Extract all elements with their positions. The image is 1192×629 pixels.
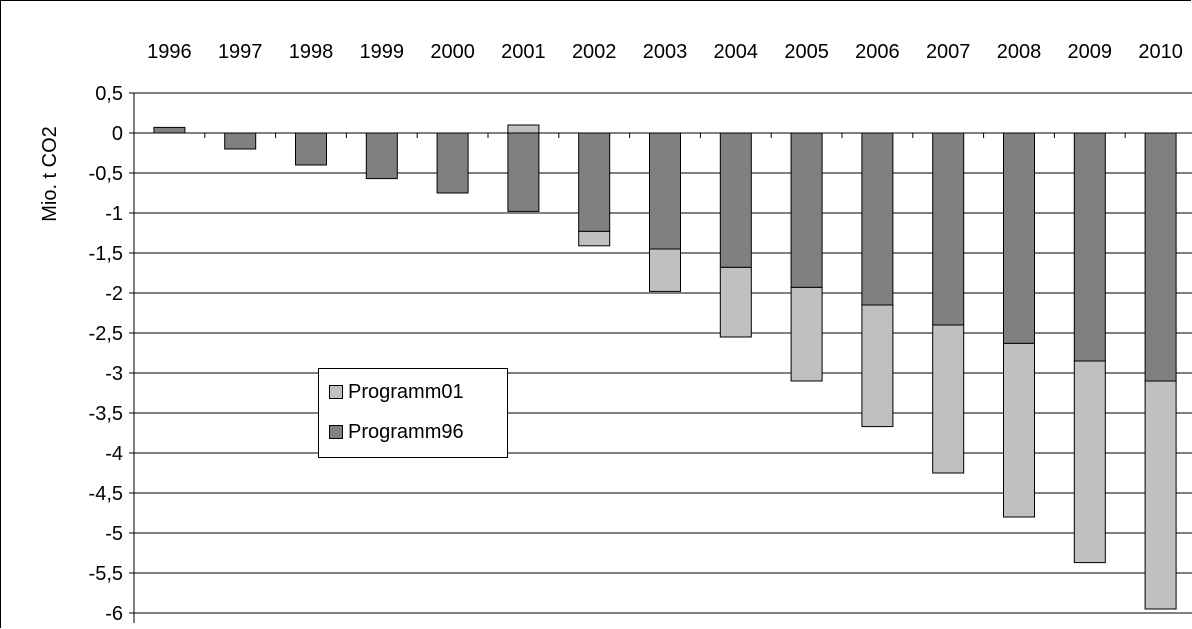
y-tick-label: -0,5	[89, 163, 123, 185]
legend-swatch	[329, 385, 343, 399]
x-tick-label: 2000	[430, 41, 475, 63]
legend-swatch	[329, 425, 343, 439]
x-tick-label: 1997	[218, 41, 263, 63]
bar-programm96	[790, 132, 823, 288]
y-tick-label: 0,5	[95, 83, 123, 105]
x-tick-label: 2002	[572, 41, 617, 63]
legend-item-programm96: Programm96	[329, 419, 464, 445]
bar-programm96	[295, 132, 327, 166]
bar-programm96	[224, 132, 257, 150]
x-tick-label: 1999	[360, 41, 405, 63]
bars	[153, 124, 1177, 610]
y-tick-label: -2	[105, 283, 123, 305]
x-tick-labels: 1996 1997 1998 1999 2000 2001 2002 2003 2004 2005…	[147, 41, 1183, 63]
bar-programm01	[861, 304, 894, 428]
bar-programm96	[1073, 132, 1106, 362]
x-tick-label: 2004	[714, 41, 759, 63]
x-tick-label: 2003	[643, 41, 688, 63]
y-tick-label: -3	[105, 363, 123, 385]
bar-programm01	[1144, 380, 1177, 610]
bar-programm96	[153, 126, 186, 134]
bar-programm01	[719, 266, 752, 338]
bar-programm96	[507, 132, 540, 212]
y-tick-label: -1,5	[89, 243, 123, 265]
x-tick-label: 2001	[501, 41, 546, 63]
bar-programm96	[1144, 132, 1177, 382]
x-tick-label: 2005	[784, 41, 829, 63]
y-tick-labels: 0,5 0 -0,5 -1 -1,5 -2 -2,5 -3 -3,5 -4 -4,5 -5 -5,5 -6	[89, 83, 123, 625]
x-tick-label: 2008	[997, 41, 1042, 63]
bar-programm01	[507, 124, 540, 134]
y-axis-label: Mio. t CO2	[39, 126, 61, 222]
bar-programm96	[365, 132, 398, 180]
bar-programm01	[649, 248, 681, 292]
bar-programm01	[790, 286, 823, 382]
y-tick-label: -2,5	[89, 323, 123, 345]
x-tick-label: 1996	[147, 41, 192, 63]
bar-programm01	[932, 324, 965, 474]
bar-programm96	[861, 132, 894, 306]
bar-programm96	[436, 132, 469, 194]
y-tick-label: -4	[105, 443, 123, 465]
y-tick-label: -5,5	[89, 563, 123, 585]
bar-programm01	[1073, 360, 1106, 564]
x-tick-label: 2010	[1138, 41, 1183, 63]
y-tick-label: 0	[112, 123, 123, 145]
y-tick-label: -5	[105, 523, 123, 545]
legend-label: Programm96	[348, 420, 464, 443]
bar-programm96	[649, 132, 681, 250]
bar-programm96	[719, 132, 752, 268]
y-tick-label: -6	[105, 603, 123, 625]
x-tick-label: 2006	[855, 41, 900, 63]
y-tick-label: -4,5	[89, 483, 123, 505]
x-tick-label: 2009	[1068, 41, 1113, 63]
bar-programm01	[1003, 342, 1035, 518]
bar-programm01	[578, 230, 611, 247]
bar-programm96	[1003, 132, 1035, 344]
bar-programm96	[932, 132, 965, 326]
x-tick-label: 1998	[289, 41, 334, 63]
bar-programm96	[578, 132, 611, 232]
y-tick-label: -1	[105, 203, 123, 225]
legend-label: Programm01	[348, 380, 464, 403]
legend: Programm01 Programm96	[318, 368, 508, 458]
x-tick-label: 2007	[926, 41, 971, 63]
legend-item-programm01: Programm01	[329, 379, 464, 405]
axes	[129, 92, 1192, 623]
y-tick-label: -3,5	[89, 403, 123, 425]
